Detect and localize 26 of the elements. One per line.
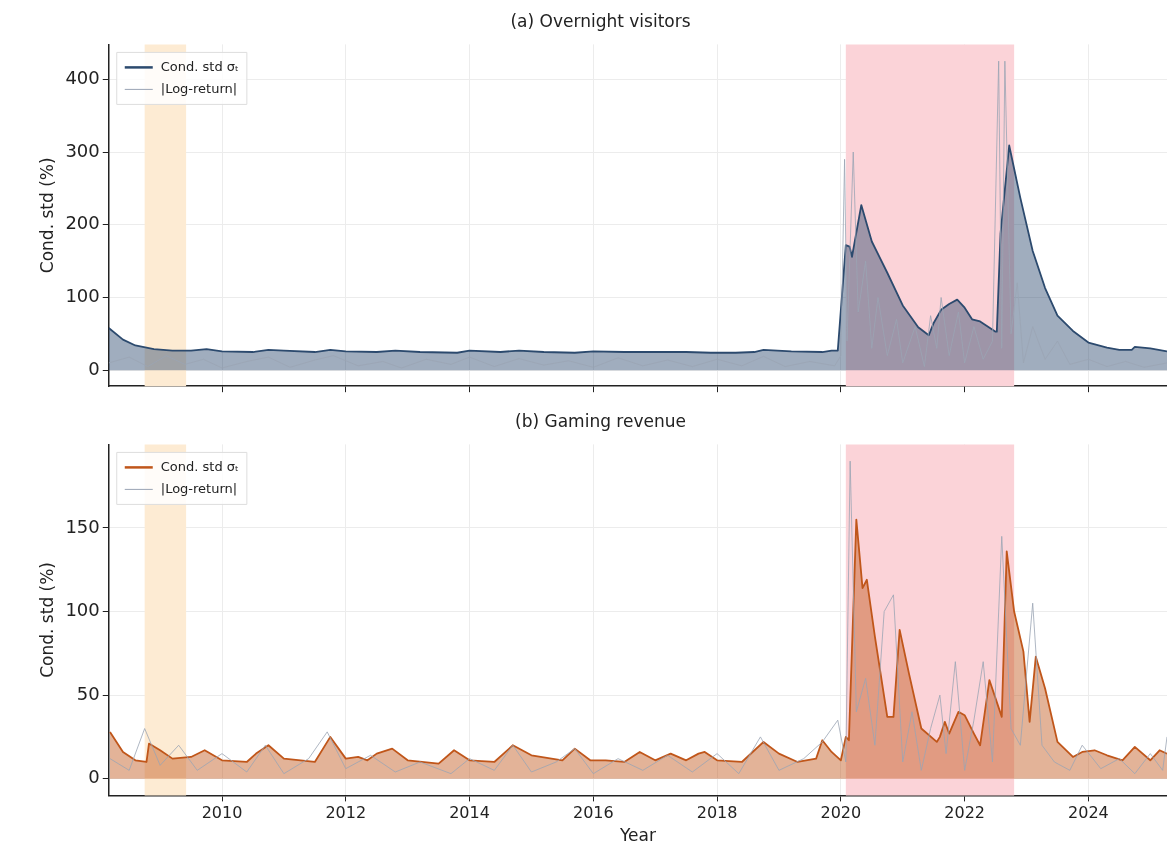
y-tick-label: 0: [88, 766, 100, 788]
x-tick-label: 2016: [572, 803, 614, 823]
y-tick-label: 150: [65, 515, 100, 537]
x-tick-label: 2022: [944, 803, 985, 823]
y-tick-label: 400: [65, 66, 100, 88]
chart-title: (b) Gaming revenue: [515, 410, 686, 431]
y-tick-label: 100: [65, 285, 100, 307]
x-tick-label: 2014: [449, 803, 490, 823]
x-tick-label: 2024: [1068, 803, 1109, 823]
y-axis-title: Cond. std (%): [36, 157, 57, 274]
y-tick-label: 50: [76, 682, 100, 704]
legend-label: Cond. std σₜ: [160, 58, 240, 74]
y-tick-label: 200: [65, 212, 100, 234]
chart-title: (a) Overnight visitors: [510, 10, 691, 31]
x-tick-label: 2012: [325, 803, 367, 823]
y-axis-title: Cond. std (%): [36, 562, 57, 678]
y-tick-label: 300: [65, 139, 100, 161]
x-tick-label: 2018: [696, 803, 738, 823]
x-tick-label: 2020: [820, 803, 862, 823]
x-tick-label: 2010: [201, 803, 243, 823]
y-tick-label: 100: [65, 599, 100, 621]
x-axis-title: Year: [618, 825, 656, 846]
legend-label: |Log-return|: [160, 480, 238, 496]
legend-label: Cond. std σₜ: [160, 458, 240, 474]
y-tick-label: 0: [88, 357, 100, 379]
legend-label: |Log-return|: [160, 80, 238, 96]
